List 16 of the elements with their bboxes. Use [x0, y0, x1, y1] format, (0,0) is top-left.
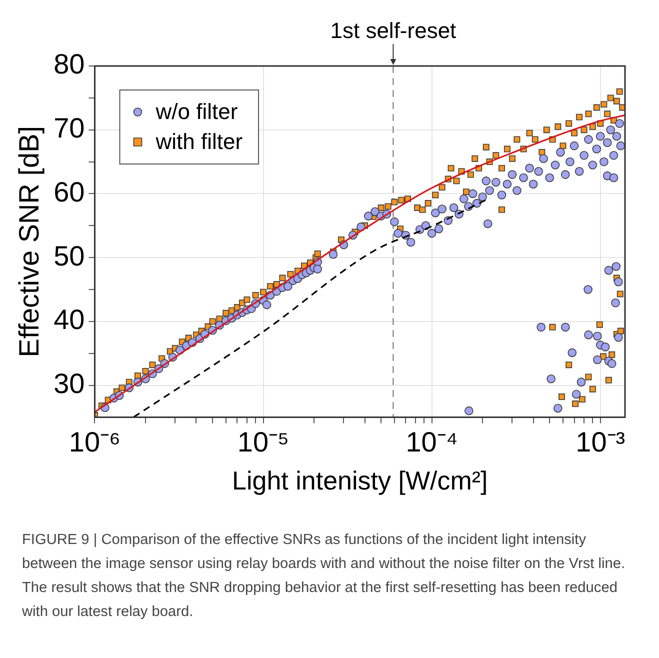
caption: FIGURE 9 | Comparison of the effective SNRs as functions of the incident light intensity between the image sensor using relay boards with and without the noise filter on the Vrst line. The result shows that the SNR dropping behavior at the first self-resetting has been reduced with our latest relay board. [22, 531, 626, 622]
y-tick-label: 30 [54, 368, 85, 399]
x-tick-label: 10⁻³ [576, 426, 626, 458]
legend-label: with filter [154, 129, 243, 154]
y-tick-label: 80 [54, 48, 85, 80]
x-axis-title: Light intenisty [W/cm²] [232, 466, 488, 496]
y-tick-label: 60 [54, 176, 85, 208]
x-tick-label: 10⁻⁴ [406, 426, 458, 458]
ref-line-label: 1st self-reset [330, 18, 456, 43]
x-tick-label: 10⁻⁶ [68, 426, 121, 458]
y-tick-label: 40 [54, 304, 85, 336]
y-tick-label: 70 [54, 112, 85, 144]
y-axis-title: Effective SNR [dB] [14, 126, 45, 358]
legend-label: w/o filter [154, 99, 238, 124]
y-tick-label: 50 [54, 240, 85, 272]
x-tick-label: 10⁻⁵ [237, 426, 290, 458]
